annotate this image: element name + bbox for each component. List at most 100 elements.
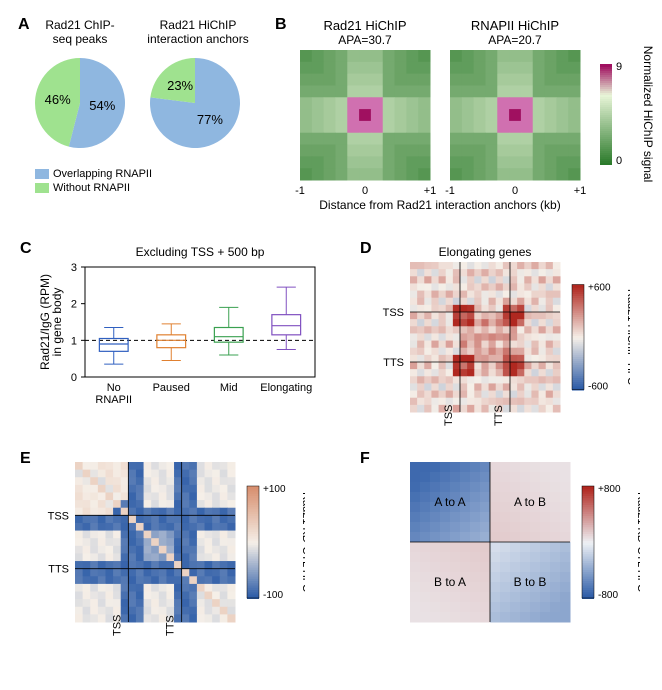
heatmap-cell [189,470,197,478]
heatmap-cell [446,312,454,320]
heatmap-cell [550,592,561,603]
heatmap-cell [113,477,121,485]
heatmap-cell [440,592,451,603]
heatmap-cell [497,121,509,133]
heatmap-cell [90,569,98,577]
heatmap-cell [546,262,554,270]
heatmap-cell [453,326,461,334]
heatmap-cell [83,500,91,508]
heatmap-cell [489,262,497,270]
heatmap-cell [560,492,571,503]
heatmap-cell [474,312,482,320]
heatmap-cell [424,333,432,341]
heatmap-cell [496,269,504,277]
heatmap-cell [128,553,136,561]
heatmap-cell [335,168,347,180]
heatmap-cell [546,312,554,320]
heatmap-cell [83,470,91,478]
heatmap-cell [424,276,432,284]
heatmap-cell [359,97,371,109]
heatmap-cell [227,599,235,607]
heatmap-cell [98,508,106,516]
heatmap-cell [524,383,532,391]
heatmap-cell [113,569,121,577]
heatmap-cell [481,291,489,299]
heatmap-cell [406,74,418,86]
heatmap-cell [503,369,511,377]
heatmap-cell [546,319,554,327]
heatmap-cell [417,276,425,284]
heatmap-cell [556,168,568,180]
heatmap-cell [406,156,418,168]
x-axis-label: TTS [493,405,505,426]
heatmap-cell [490,532,501,543]
heatmap-cell [90,470,98,478]
heatmap-cell [220,576,228,584]
heatmap-cell [75,500,83,508]
heatmap-cell [550,472,561,483]
heatmap-cell [410,362,418,370]
heatmap-cell [182,462,190,470]
heatmap-cell [510,592,521,603]
heatmap-cell [113,576,121,584]
heatmap-cell [121,607,129,615]
heatmap-cell [474,121,486,133]
heatmap-cell [105,531,113,539]
heatmap-cell [474,341,482,349]
heatmap-cell [371,74,383,86]
panel-a-legend: Overlapping RNAPIIWithout RNAPII [35,168,152,196]
heatmap-cell [121,485,129,493]
heatmap-cell [490,602,501,613]
heatmap-cell [83,523,91,531]
heatmap-cell [121,492,129,500]
heatmap-cell [520,552,531,563]
y-axis-label: TSS [383,307,404,319]
heatmap-cell [556,85,568,97]
heatmap-cell [524,291,532,299]
heatmap-cell [510,462,521,473]
heatmap-cell [98,462,106,470]
heatmap-cell [521,50,533,62]
heatmap-cell [496,291,504,299]
heatmap-cell [136,470,144,478]
heatmap-cell [371,145,383,157]
heatmap-cell [189,508,197,516]
heatmap-cell [300,168,312,180]
heatmap-cell [159,553,167,561]
heatmap-cell [166,470,174,478]
heatmap-cell [424,348,432,356]
heatmap-cell [530,482,541,493]
heatmap-cell [520,512,531,523]
heatmap-cell [560,482,571,493]
heatmap-cell [470,552,481,563]
heatmap-cell [439,283,447,291]
heatmap-cell [474,391,482,399]
heatmap-cell [205,523,213,531]
heatmap-cell [524,283,532,291]
heatmap-cell [509,156,521,168]
colorbar-tick: 9 [616,61,622,73]
heatmap-cell [431,398,439,406]
x-axis-label: TSS [443,405,455,426]
heatmap-cell [520,542,531,553]
heatmap-cell [410,276,418,284]
heatmap-cell [151,561,159,569]
heatmap-cell [553,305,561,313]
heatmap-cell [220,553,228,561]
heatmap-cell [312,50,324,62]
panel-e-heatmap: TSSTTSTSSTTS+100-100Rad21 KD-CTL Hi-C [35,458,305,668]
heatmap-cell [431,276,439,284]
heatmap-cell [462,133,474,145]
heatmap-cell [220,561,228,569]
heatmap-cell [509,168,521,180]
heatmap-cell [481,362,489,370]
heatmap-cell [560,542,571,553]
heatmap-cell [410,391,418,399]
heatmap-cell [553,291,561,299]
quad-label: A to A [434,495,465,509]
heatmap-cell [556,74,568,86]
heatmap-cell [524,391,532,399]
heatmap-cell [220,569,228,577]
heatmap-cell [105,500,113,508]
heatmap-cell [500,492,511,503]
